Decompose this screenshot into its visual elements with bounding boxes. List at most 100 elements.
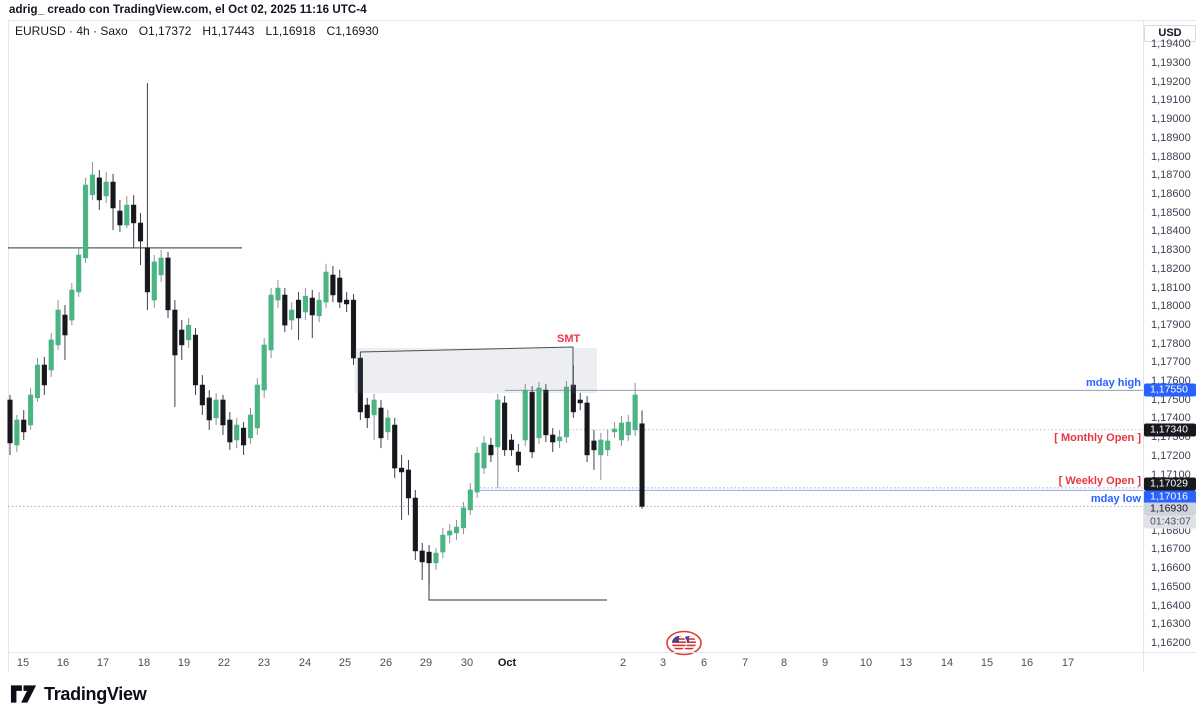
price-tick-label: 1,19000 xyxy=(1151,113,1191,126)
candle-body xyxy=(172,309,178,356)
candle-body xyxy=(337,277,343,303)
candle-body xyxy=(316,299,322,317)
candle-body xyxy=(96,177,102,201)
legend-low: L1,16918 xyxy=(265,24,316,38)
candle-body xyxy=(14,419,20,446)
candle-body xyxy=(536,387,542,439)
candle-body xyxy=(28,394,34,426)
price-badge-dark: 1,17340 xyxy=(1144,423,1196,437)
symbol-legend[interactable]: EURUSD · 4h · Saxo O1,17372 H1,17443 L1,169… xyxy=(15,24,379,38)
price-tick-label: 1,17800 xyxy=(1151,337,1191,350)
candle-body xyxy=(495,399,501,448)
price-tick-label: 1,16500 xyxy=(1151,580,1191,593)
candle-body xyxy=(220,399,226,426)
time-tick-label: 9 xyxy=(821,657,829,669)
price-axis-separator xyxy=(1143,20,1144,672)
candle-body xyxy=(323,271,329,303)
candle-body xyxy=(440,534,446,553)
candle-body xyxy=(591,440,597,451)
time-tick-label: 14 xyxy=(940,657,954,669)
candle-body xyxy=(295,299,302,319)
candle-body xyxy=(48,339,54,371)
pane-border-top xyxy=(8,20,1196,21)
candle-body xyxy=(137,222,144,242)
candle-body xyxy=(7,399,13,444)
time-tick-label: 2 xyxy=(619,657,627,669)
price-tick-label: 1,18600 xyxy=(1151,187,1191,200)
candle-body xyxy=(392,424,398,469)
smt-trendline xyxy=(359,346,574,388)
price-tick-label: 1,16300 xyxy=(1151,618,1191,631)
price-badge-blue: 1,17550 xyxy=(1144,383,1196,397)
candle-body xyxy=(302,295,308,313)
candle-body xyxy=(426,551,432,564)
candle-body xyxy=(261,344,267,391)
candle-body xyxy=(103,181,109,197)
price-tick-label: 1,17200 xyxy=(1151,449,1191,462)
time-tick-label: 23 xyxy=(257,657,271,669)
session-low-line xyxy=(428,555,607,601)
candle-body xyxy=(481,442,487,469)
price-tick-label: 1,17700 xyxy=(1151,356,1191,369)
currency-unit-button[interactable]: USD xyxy=(1144,25,1196,42)
candle-body xyxy=(419,550,425,563)
candle-body xyxy=(508,439,515,451)
candle-body xyxy=(234,424,240,441)
candle-body xyxy=(330,274,336,296)
candle-body xyxy=(550,434,556,443)
time-tick-label: 10 xyxy=(859,657,873,669)
candle-body xyxy=(447,530,453,536)
candle-body xyxy=(399,467,405,473)
candle-body xyxy=(158,257,164,276)
candle-body xyxy=(454,526,460,534)
candle-body xyxy=(165,257,171,311)
price-tick-label: 1,19100 xyxy=(1151,94,1191,107)
price-tick-label: 1,19200 xyxy=(1151,75,1191,88)
candle-body xyxy=(378,407,384,439)
tradingview-logo-text: TradingView xyxy=(44,683,147,704)
tradingview-logo-icon xyxy=(10,685,37,703)
candle-body xyxy=(151,261,157,301)
us-flag-event-icon[interactable] xyxy=(666,630,702,656)
candle-body xyxy=(625,421,631,436)
candle-body xyxy=(254,384,260,429)
legend-open: O1,17372 xyxy=(138,24,192,38)
price-badge-gray-sub: 01:43:07 xyxy=(1144,515,1196,529)
legend-high: H1,17443 xyxy=(202,24,255,38)
candle-body xyxy=(632,394,638,431)
candle-body xyxy=(344,299,350,305)
price-badge-dark: 1,17029 xyxy=(1144,477,1196,491)
smt-annotation-label: SMT xyxy=(557,333,581,345)
price-tick-label: 1,18200 xyxy=(1151,262,1191,275)
candle-body xyxy=(34,364,41,399)
candle-body xyxy=(110,181,116,209)
pane-border-left xyxy=(8,20,9,672)
candle-body xyxy=(488,444,494,456)
candle-body xyxy=(309,297,315,316)
price-tick-label: 1,16600 xyxy=(1151,562,1191,575)
time-tick-label: 22 xyxy=(217,657,231,669)
legend-symbol-title[interactable]: EURUSD · 4h · Saxo xyxy=(15,24,128,38)
price-badge-gray: 1,16930 xyxy=(1144,502,1196,516)
mday-high-label: mday high xyxy=(1085,377,1141,390)
price-tick-label: 1,18800 xyxy=(1151,150,1191,163)
tradingview-logo[interactable]: TradingView xyxy=(10,683,147,705)
candle-body xyxy=(405,469,412,499)
price-tick-label: 1,16400 xyxy=(1151,599,1191,612)
time-tick-label: 15 xyxy=(980,657,994,669)
candle-body xyxy=(433,552,439,564)
price-badge-blue: 1,17016 xyxy=(1144,490,1196,504)
candle-body xyxy=(199,384,205,406)
candle-body xyxy=(557,436,563,442)
candle-body xyxy=(543,389,549,436)
time-tick-label: 13 xyxy=(899,657,913,669)
red-circle-annotation xyxy=(666,630,702,656)
highlight-box xyxy=(355,347,597,394)
candle-body xyxy=(282,294,288,326)
candle-body xyxy=(522,389,528,441)
candle-body xyxy=(124,204,130,226)
candle-body xyxy=(502,402,508,451)
candle-body xyxy=(364,404,370,419)
candle-body xyxy=(275,287,281,301)
